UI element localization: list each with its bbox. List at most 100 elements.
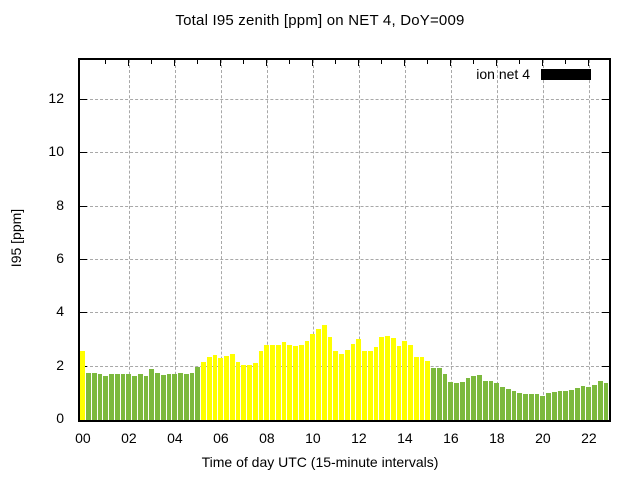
i95-bar <box>293 346 298 420</box>
i95-bar <box>344 349 350 420</box>
i95-bar <box>597 381 603 420</box>
i95-bar <box>385 336 390 420</box>
i95-bar <box>425 361 431 420</box>
i95-bar <box>132 376 137 420</box>
i95-bar <box>310 333 316 420</box>
i95-bar <box>419 356 425 420</box>
chart-title: Total I95 zenith [ppm] on NET 4, DoY=009 <box>175 12 465 29</box>
x-tick-mark <box>220 60 222 66</box>
y-tick-mark <box>80 205 87 207</box>
x-tick-label: 12 <box>351 430 367 446</box>
x-tick-mark <box>312 60 314 66</box>
x-tick-mark <box>335 60 337 64</box>
i95-bar <box>339 354 344 420</box>
i95-bar <box>316 329 321 420</box>
i95-bar <box>189 373 195 420</box>
i95-bar <box>229 354 235 420</box>
x-gridline <box>220 60 222 420</box>
i95-bar <box>327 337 333 420</box>
y-axis-title: I95 [ppm] <box>8 208 24 268</box>
i95-bar <box>517 393 523 420</box>
i95-bar <box>212 354 218 420</box>
i95-bar <box>465 378 471 420</box>
i95-bar <box>523 393 528 420</box>
x-gridline <box>128 60 130 420</box>
i95-bar <box>379 337 385 420</box>
x-gridline <box>496 60 498 420</box>
i95-bar <box>252 363 258 420</box>
x-tick-mark <box>289 60 291 64</box>
i95-bar <box>580 386 586 420</box>
y-tick-label: 2 <box>56 356 64 373</box>
y-tick-mark <box>80 312 87 314</box>
x-tick-mark <box>450 60 452 66</box>
legend-swatch <box>541 68 591 80</box>
i95-bar <box>241 365 247 420</box>
i95-bar <box>137 374 143 420</box>
i95-bar <box>287 344 293 420</box>
i95-bar <box>166 374 172 420</box>
x-gridline <box>542 60 544 420</box>
y-gridline <box>80 99 609 100</box>
x-gridline <box>358 60 360 420</box>
x-tick-mark <box>588 60 590 66</box>
i95-bar <box>126 374 132 420</box>
x-gridline <box>312 60 314 420</box>
y-gridline <box>80 205 609 207</box>
i95-bar <box>201 362 206 420</box>
i95-bar <box>505 389 511 420</box>
i95-bar <box>569 389 574 420</box>
i95-bar <box>459 381 465 420</box>
x-tick-mark <box>496 60 498 66</box>
i95-bar <box>471 376 477 420</box>
i95-bar <box>114 373 120 420</box>
y-tick-label: 10 <box>48 143 64 160</box>
i95-bar <box>109 374 114 420</box>
y-tick-mark <box>602 365 609 367</box>
i95-bar <box>431 368 436 420</box>
i95-bar <box>91 373 97 420</box>
x-gridline <box>174 60 176 420</box>
i95-bar <box>413 357 419 420</box>
i95-bar <box>494 382 500 420</box>
legend-label: ion net 4 <box>476 66 530 82</box>
i95-bar <box>408 344 413 420</box>
i95-bar <box>321 325 327 420</box>
i95-bar <box>155 372 160 420</box>
y-tick-mark <box>602 312 609 314</box>
x-axis-title: Time of day UTC (15-minute intervals) <box>201 454 439 470</box>
x-tick-label: 18 <box>489 430 505 446</box>
x-tick-mark <box>151 60 153 64</box>
x-tick-mark <box>105 60 107 64</box>
i95-bar <box>247 365 252 420</box>
x-tick-label: 10 <box>305 430 321 446</box>
i95-bar <box>333 351 339 420</box>
i95-bar <box>275 344 281 420</box>
x-tick-mark <box>174 60 176 66</box>
i95-bar <box>178 372 183 420</box>
x-tick-mark <box>381 60 383 64</box>
i95-bar <box>195 367 201 420</box>
x-tick-label: 22 <box>581 430 597 446</box>
i95-bar <box>224 356 229 420</box>
i95-bar <box>367 350 373 420</box>
y-gridline <box>80 365 609 367</box>
x-gridline <box>450 60 452 420</box>
i95-bar <box>206 357 212 420</box>
i95-bar <box>442 374 448 420</box>
x-tick-label: 20 <box>535 430 551 446</box>
i95-bar <box>258 351 264 420</box>
x-tick-mark <box>128 60 130 66</box>
x-tick-label: 08 <box>259 430 275 446</box>
i95-bar <box>356 338 362 420</box>
i95-bar <box>528 393 534 420</box>
x-gridline <box>404 60 406 420</box>
i95-bar <box>183 373 189 420</box>
y-tick-mark <box>602 259 609 260</box>
x-tick-label: 02 <box>121 430 137 446</box>
x-tick-label: 06 <box>213 430 229 446</box>
x-gridline <box>588 60 590 420</box>
legend: ion net 4 <box>476 66 591 82</box>
i95-bar <box>120 373 126 420</box>
